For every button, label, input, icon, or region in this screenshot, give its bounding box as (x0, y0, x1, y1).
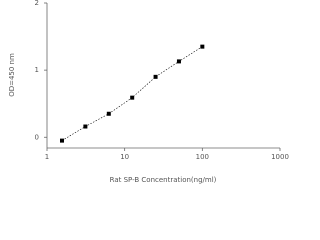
y-axis-label: OD=450 nm (8, 53, 16, 97)
chart: Rat SP-B Concentration(ng/ml) OD=450 nm … (8, 0, 289, 184)
series-line (61, 46, 203, 141)
y-tick-label: 1 (35, 66, 39, 74)
data-point (130, 95, 135, 100)
x-tick-label: 10 (120, 153, 129, 161)
x-tick-label: 1 (45, 153, 49, 161)
data-point (176, 59, 181, 64)
x-tick-label: 1000 (271, 153, 289, 161)
x-tick-label: 100 (196, 153, 209, 161)
data-point (200, 44, 205, 49)
data-point (106, 111, 111, 116)
data-point (83, 124, 88, 129)
y-tick-label: 0 (35, 133, 39, 141)
data-point (59, 138, 64, 143)
x-axis-label: Rat SP-B Concentration(ng/ml) (110, 176, 217, 184)
y-tick-label: 2 (35, 0, 39, 7)
data-point (153, 74, 158, 79)
